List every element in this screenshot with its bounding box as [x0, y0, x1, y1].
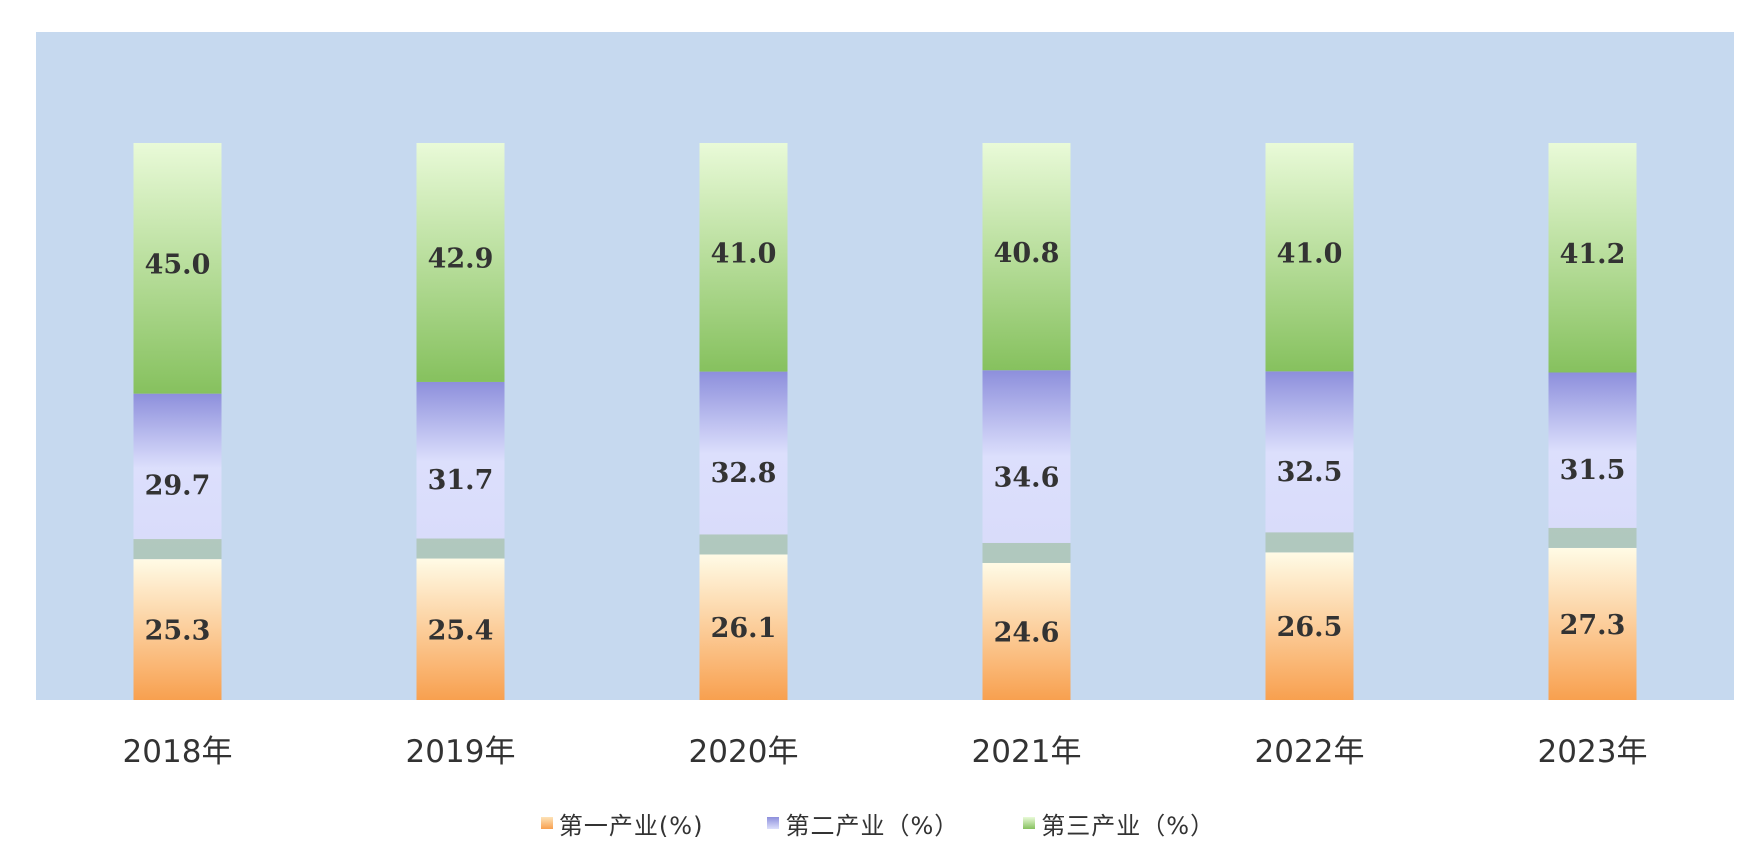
bar-primary-2	[699, 554, 788, 700]
bar-tertiary-3	[982, 143, 1071, 371]
data-label-secondary-3: 34.6	[994, 462, 1060, 493]
data-label-secondary-4: 32.5	[1277, 457, 1343, 488]
legend-item-tertiary-industry: 第三产业（%）	[1023, 806, 1215, 841]
bar-secondary-2	[699, 371, 788, 555]
bar-secondary-5	[1548, 372, 1637, 548]
legend-swatch-secondary	[767, 817, 780, 829]
bar-secondary-1	[416, 381, 505, 559]
bar-secondary-3	[982, 370, 1071, 563]
bar-segment-separator-4	[1265, 532, 1354, 553]
data-label-tertiary-3: 40.8	[994, 238, 1060, 269]
x-tick-label-3: 2021年	[972, 734, 1082, 770]
data-label-primary-4: 26.5	[1277, 612, 1343, 643]
data-label-tertiary-2: 41.0	[711, 239, 777, 270]
bars-layer	[133, 143, 1637, 700]
x-tick-label-5: 2023年	[1538, 734, 1648, 770]
data-label-secondary-0: 29.7	[145, 471, 211, 502]
legend-label-tertiary: 第三产业（%）	[1041, 811, 1216, 840]
legend-label-primary: 第一产业(%)	[558, 811, 704, 840]
bar-primary-1	[416, 558, 505, 700]
x-axis-tick-labels: 2018年 2019年 2020年 2021年 2022年 2023年	[123, 734, 1648, 770]
x-tick-label-2: 2020年	[689, 734, 799, 770]
bar-segment-separator-3	[982, 542, 1071, 563]
data-label-tertiary-0: 45.0	[145, 249, 211, 280]
bar-tertiary-2	[699, 143, 788, 372]
bar-primary-0	[133, 559, 222, 700]
bar-secondary-4	[1265, 371, 1354, 553]
plot-area-background	[36, 32, 1734, 700]
legend-item-secondary-industry: 第二产业（%）	[767, 806, 959, 841]
legend-label-secondary: 第二产业（%）	[785, 811, 960, 840]
data-label-tertiary-1: 42.9	[428, 244, 494, 275]
data-labels-layer: 25.3 29.7 45.0 25.4 31.7 42.9 26.1 32.8 41.0 24.6…	[145, 238, 1626, 648]
data-label-primary-3: 24.6	[994, 617, 1060, 648]
bar-segment-separator-0	[133, 539, 222, 560]
x-tick-label-0: 2018年	[123, 734, 233, 770]
data-label-secondary-2: 32.8	[711, 458, 777, 489]
bar-tertiary-0	[133, 143, 222, 394]
legend-swatch-primary	[540, 817, 553, 829]
bar-segment-separator-2	[699, 534, 788, 555]
legend-item-primary-industry: 第一产业(%)	[540, 806, 704, 841]
bar-segment-separator-5	[1548, 527, 1637, 548]
bar-primary-5	[1548, 547, 1637, 700]
data-label-secondary-5: 31.5	[1560, 455, 1626, 486]
data-label-secondary-1: 31.7	[428, 465, 494, 496]
data-label-primary-0: 25.3	[145, 616, 211, 647]
data-label-tertiary-5: 41.2	[1560, 239, 1626, 270]
bar-primary-3	[982, 562, 1071, 700]
x-tick-label-4: 2022年	[1255, 734, 1365, 770]
data-label-primary-1: 25.4	[428, 615, 494, 646]
bar-tertiary-4	[1265, 143, 1354, 372]
data-label-primary-2: 26.1	[711, 613, 777, 644]
legend-swatch-tertiary	[1023, 817, 1036, 829]
bar-segment-separator-1	[416, 538, 505, 559]
x-tick-label-1: 2019年	[406, 734, 516, 770]
legend: 第一产业(%) 第二产业（%） 第三产业（%）	[0, 806, 1756, 841]
bar-tertiary-5	[1548, 143, 1637, 373]
bar-tertiary-1	[416, 143, 505, 382]
data-label-primary-5: 27.3	[1560, 610, 1626, 641]
bar-primary-4	[1265, 552, 1354, 700]
data-label-tertiary-4: 41.0	[1277, 239, 1343, 270]
bar-secondary-0	[133, 393, 222, 560]
